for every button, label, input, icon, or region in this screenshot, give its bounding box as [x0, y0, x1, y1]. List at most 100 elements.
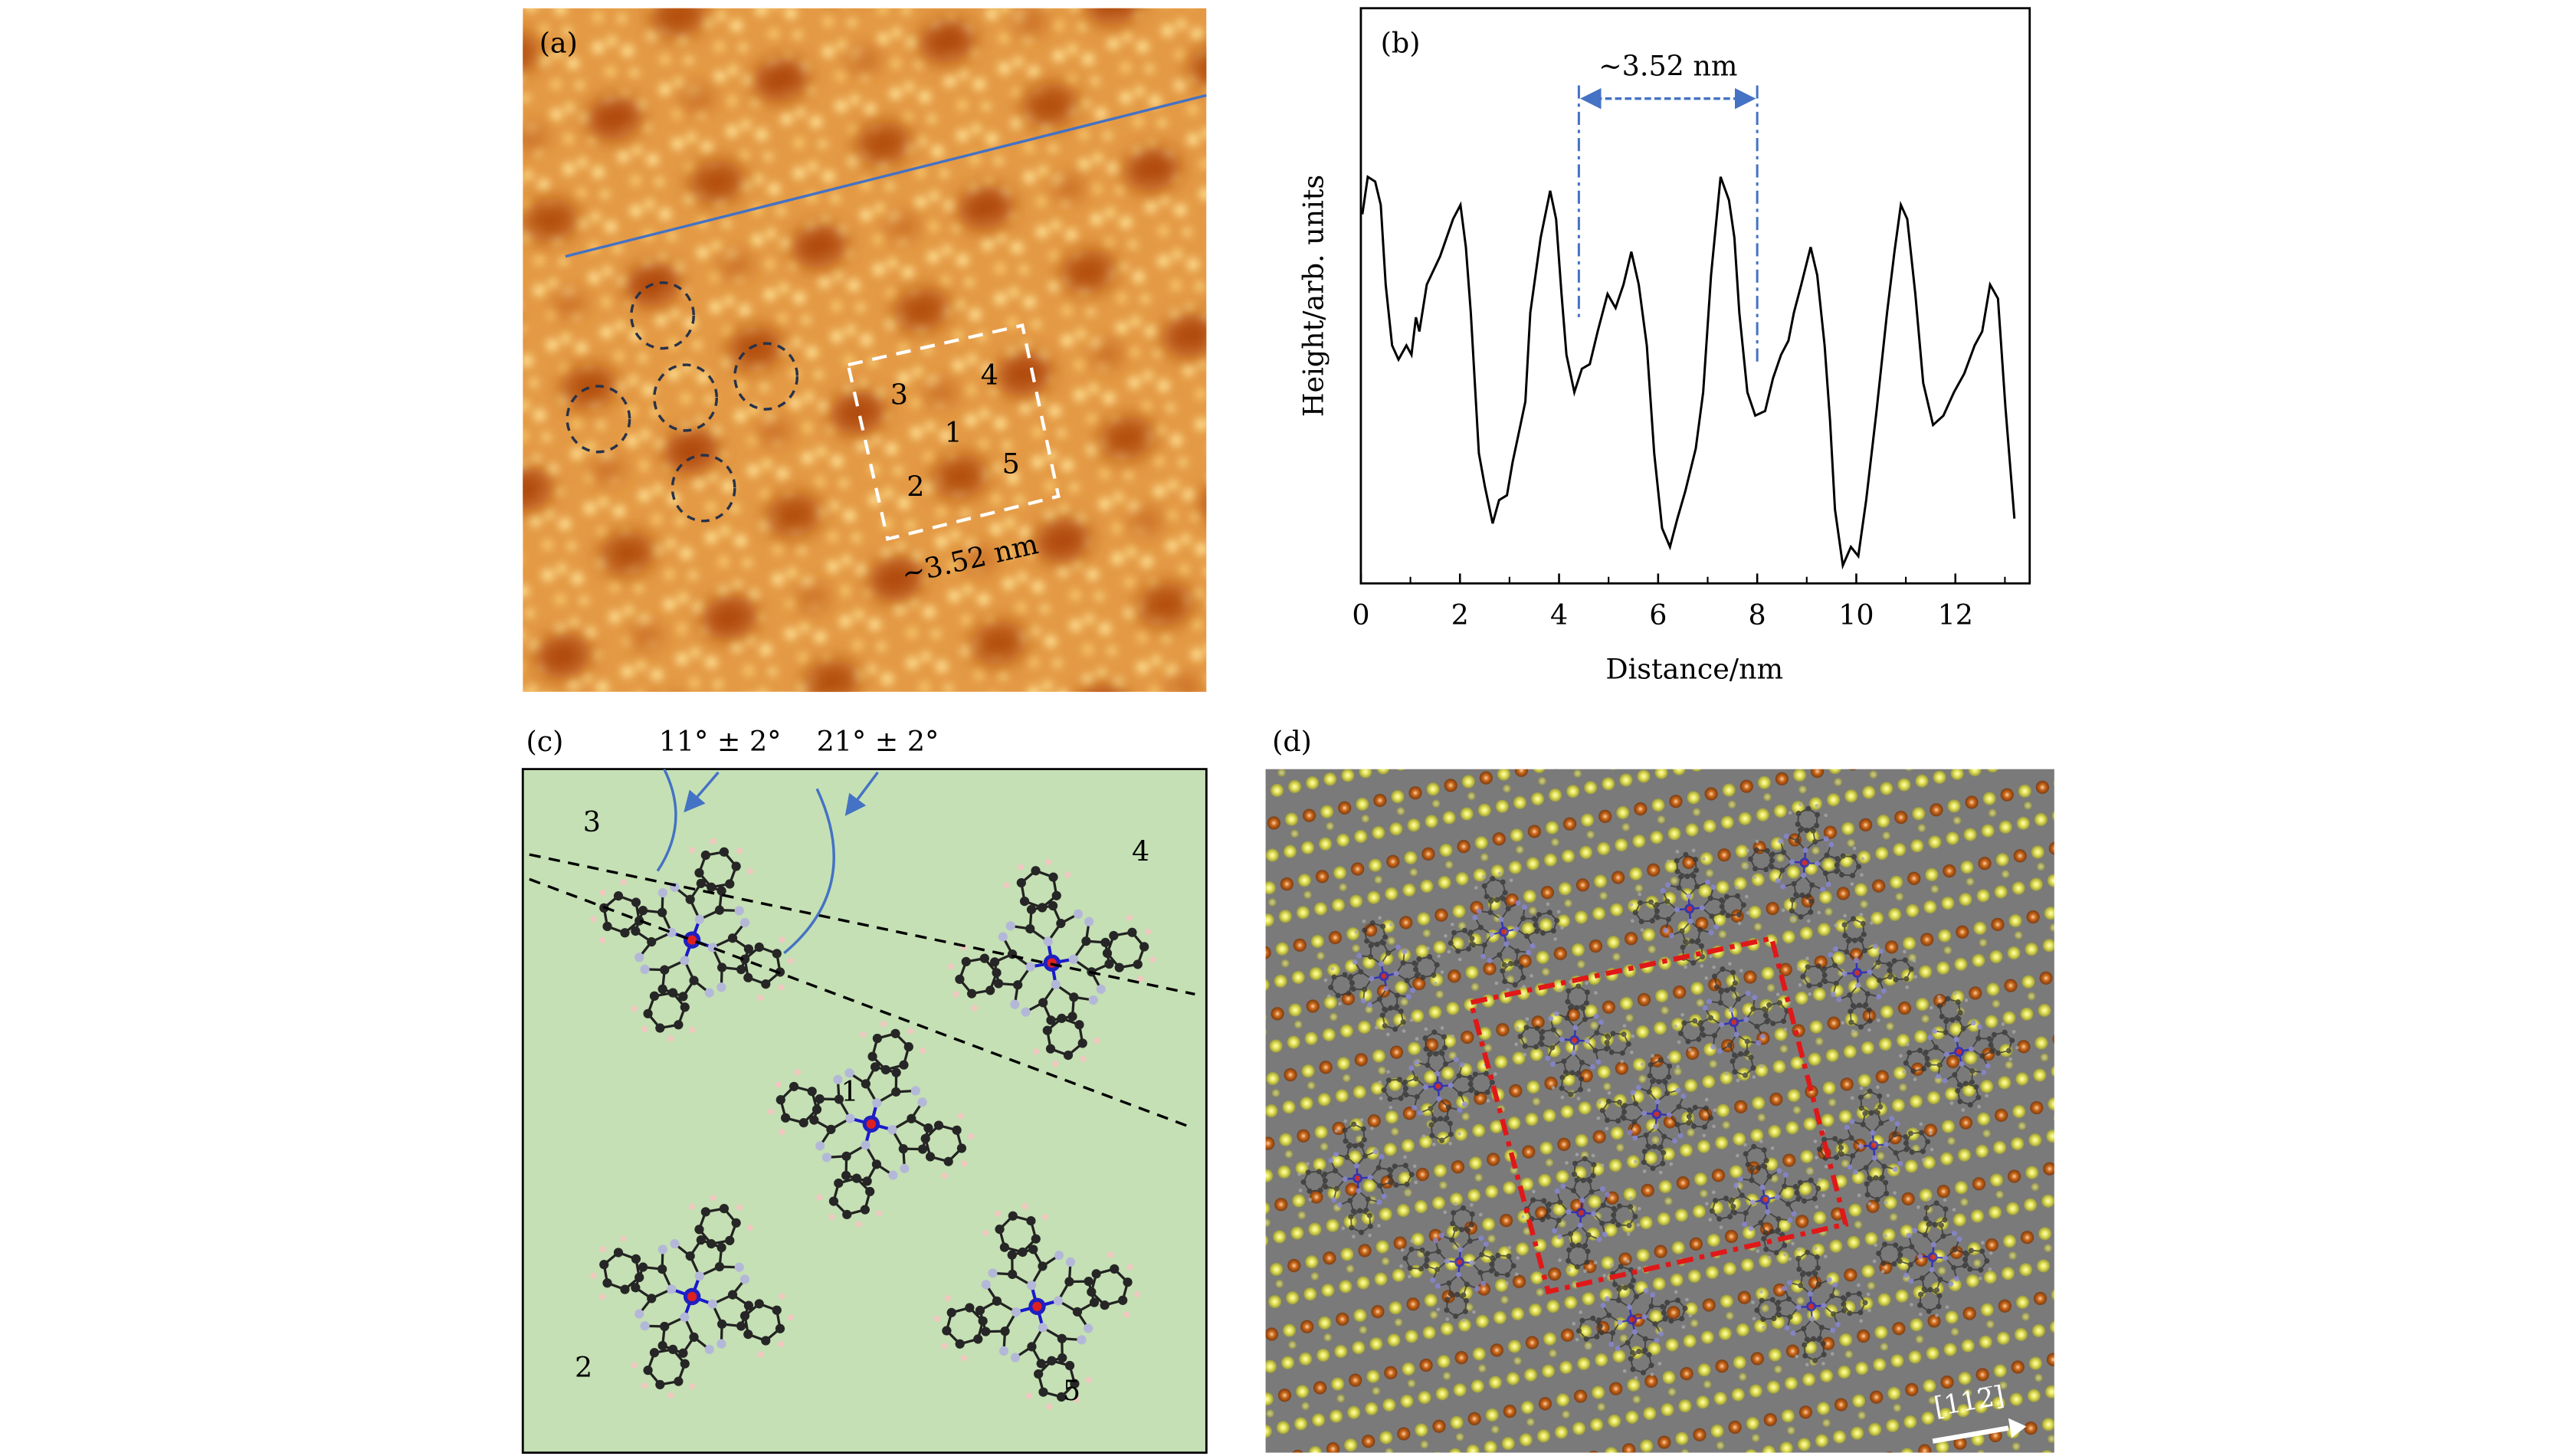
nitrogen-atom	[1615, 1346, 1621, 1352]
carbon-atom	[1833, 980, 1839, 986]
carbon-atom	[1554, 917, 1560, 923]
angle-arc	[656, 769, 677, 872]
carbon-atom	[1743, 1151, 1749, 1157]
hydrogen-atom	[787, 1314, 795, 1321]
carbon-atom	[923, 1123, 933, 1133]
carbon-atom	[1720, 966, 1726, 972]
hydrogen-atom	[907, 1028, 914, 1035]
carbon-atom	[1568, 1231, 1574, 1237]
carbon-atom	[739, 954, 750, 964]
metal-core	[1731, 1019, 1737, 1025]
nitrogen-atom	[1438, 1232, 1444, 1238]
carbon-atom	[631, 897, 641, 907]
carbon-atom	[1867, 1088, 1873, 1094]
carbon-atom	[1133, 959, 1143, 969]
hydrogen-atom	[1943, 1198, 1947, 1202]
nitrogen-atom	[1951, 1230, 1957, 1236]
carbon-atom	[1808, 898, 1815, 904]
carbon-atom	[1583, 1336, 1589, 1342]
carbon-atom	[1630, 1277, 1637, 1284]
hydrogen-atom	[779, 936, 785, 943]
carbon-atom	[992, 1296, 1002, 1306]
carbon-atom	[1501, 962, 1507, 968]
panel-label-b: (b)	[1381, 27, 1421, 60]
hydrogen-atom	[1702, 857, 1707, 861]
carbon-atom	[1926, 1308, 1932, 1314]
carbon-atom	[1549, 1044, 1556, 1051]
carbon-atom	[1382, 1023, 1388, 1029]
nitrogen-atom	[845, 1113, 855, 1123]
carbon-atom	[1810, 828, 1816, 834]
hydrogen-atom	[710, 1195, 716, 1202]
nitrogen-atom	[1483, 1241, 1489, 1247]
carbon-atom	[1662, 1316, 1668, 1322]
carbon-atom	[717, 1319, 727, 1329]
nitrogen-atom	[1883, 1142, 1890, 1148]
carbon-atom	[1782, 1242, 1788, 1248]
carbon-atom	[1690, 959, 1697, 966]
carbon-atom	[1664, 1090, 1671, 1097]
carbon-atom	[1707, 1115, 1714, 1121]
hydrogen-atom	[1433, 982, 1438, 985]
carbon-atom	[1037, 903, 1048, 913]
hydrogen-atom	[1052, 1061, 1059, 1067]
carbon-atom	[725, 1235, 735, 1245]
hydrogen-atom	[1607, 1090, 1612, 1095]
carbon-atom	[1769, 858, 1775, 864]
hydrogen-atom	[1674, 1024, 1678, 1028]
carbon-atom	[1350, 1208, 1356, 1215]
hydrogen-atom	[1989, 1251, 1993, 1255]
nitrogen-atom	[1789, 859, 1795, 865]
hydrogen-atom	[1579, 1310, 1582, 1314]
molecule	[768, 1021, 975, 1228]
carbon-atom	[1434, 962, 1440, 968]
carbon-atom	[775, 1095, 785, 1105]
hydrogen-atom	[1875, 1085, 1880, 1090]
carbon-atom	[1750, 1065, 1756, 1071]
metal-core	[1381, 973, 1387, 979]
carbon-atom	[1628, 1356, 1634, 1362]
hydrogen-atom	[1149, 956, 1156, 963]
carbon-atom	[1380, 923, 1386, 930]
carbon-atom	[1664, 898, 1671, 904]
plot-frame	[1359, 7, 2031, 585]
nitrogen-atom	[1828, 841, 1834, 848]
carbon-atom	[1089, 1297, 1100, 1307]
hydrogen-atom	[971, 1005, 978, 1012]
nitrogen-atom	[739, 1274, 750, 1284]
carbon-atom	[1123, 1277, 1133, 1287]
nitrogen-atom	[1560, 1183, 1566, 1189]
hydrogen-atom	[736, 848, 743, 854]
carbon-atom	[1649, 918, 1655, 924]
nitrogen-atom	[1579, 1197, 1585, 1203]
hydrogen-atom	[1791, 1241, 1795, 1246]
hydrogen-atom	[1474, 886, 1478, 890]
carbon-atom	[1818, 1324, 1825, 1330]
carbon-atom	[1842, 933, 1848, 939]
unit-cell	[846, 323, 1061, 541]
nitrogen-atom	[1943, 1255, 1949, 1261]
nitrogen-atom	[1745, 990, 1751, 996]
carbon-atom	[1365, 1196, 1371, 1202]
carbon-atom	[1412, 960, 1418, 966]
carbon-atom	[1567, 1004, 1573, 1011]
hydrogen-atom	[1797, 1247, 1802, 1251]
carbon-atom	[1939, 1014, 1945, 1020]
carbon-atom	[1539, 930, 1546, 936]
carbon-atom	[1769, 1297, 1775, 1303]
carbon-atom	[1808, 1177, 1814, 1183]
carbon-atom	[1822, 979, 1828, 985]
carbon-atom	[1612, 1281, 1618, 1287]
carbon-atom	[1091, 1269, 1101, 1279]
hydrogen-atom	[1389, 923, 1393, 927]
carbon-atom	[1986, 1036, 1992, 1042]
carbon-atom	[1487, 910, 1493, 916]
carbon-atom	[1661, 1149, 1667, 1156]
carbon-atom	[1648, 1062, 1654, 1068]
hydrogen-atom	[1880, 1270, 1885, 1274]
carbon-atom	[1067, 1012, 1077, 1021]
carbon-atom	[942, 1326, 952, 1336]
carbon-atom	[1841, 922, 1848, 928]
carbon-atom	[1876, 1251, 1882, 1257]
hydrogen-atom	[1759, 1290, 1763, 1294]
